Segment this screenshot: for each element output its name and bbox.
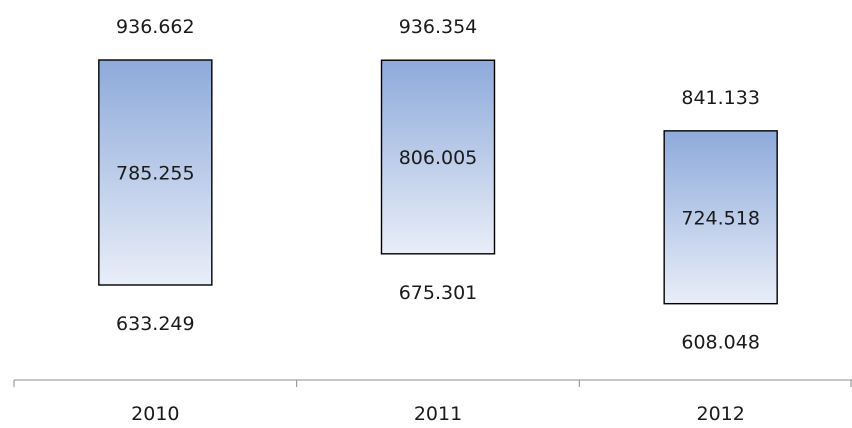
x-tick-label: 2011	[414, 403, 462, 425]
low-value-label: 633.249	[116, 313, 195, 335]
x-tick-label: 2012	[696, 403, 744, 425]
bars-layer	[98, 59, 778, 305]
x-axis	[13, 379, 852, 387]
range-bar-2012	[663, 130, 778, 305]
high-value-label: 841.133	[681, 87, 760, 109]
high-value-label: 936.354	[399, 16, 478, 38]
labels-layer: 936.662 785.255 633.249 2010 936.354 806.005 6…	[116, 16, 760, 425]
mid-value-label: 724.518	[681, 207, 760, 229]
range-bar-2011	[380, 59, 496, 255]
mid-value-label: 806.005	[399, 147, 478, 169]
mid-value-label: 785.255	[116, 163, 195, 185]
x-tick-label: 2010	[131, 403, 179, 425]
low-value-label: 675.301	[399, 282, 478, 304]
range-bar-2010	[98, 59, 213, 286]
high-value-label: 936.662	[116, 16, 195, 38]
low-value-label: 608.048	[681, 332, 760, 354]
